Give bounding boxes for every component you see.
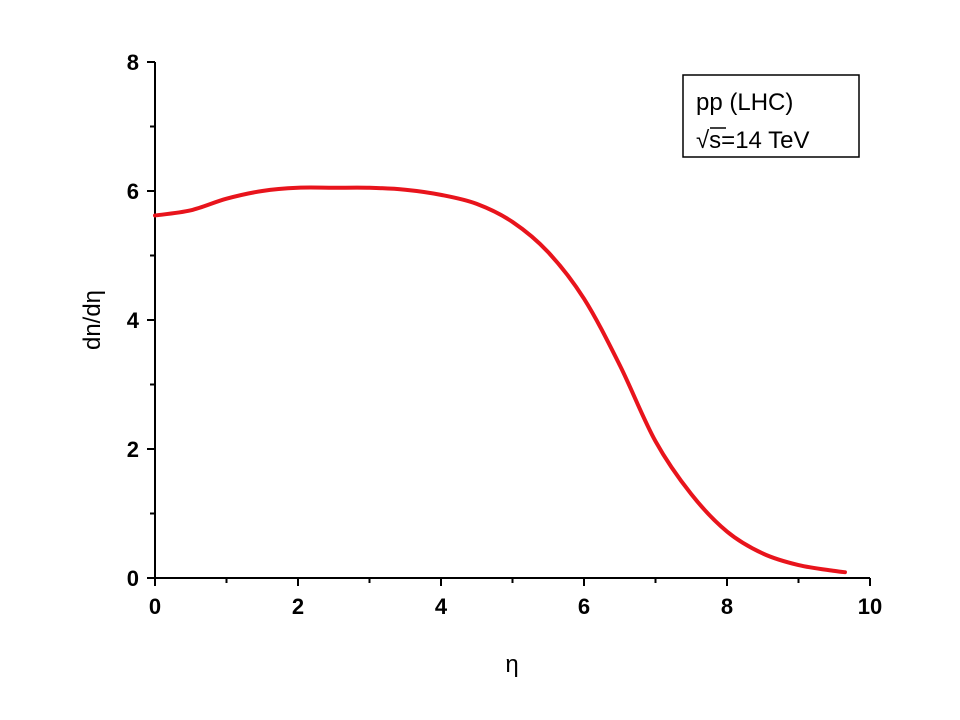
ticks bbox=[147, 61, 871, 586]
legend-radical-rest: s=14 TeV bbox=[709, 127, 809, 154]
x-tick-label: 2 bbox=[292, 594, 304, 619]
series-layer bbox=[153, 185, 847, 575]
y-axis-title: dn/dη bbox=[79, 290, 106, 350]
x-tick-label: 8 bbox=[721, 594, 733, 619]
legend-line-1: pp (LHC) bbox=[696, 89, 793, 116]
x-tick-label: 10 bbox=[858, 594, 882, 619]
y-tick-label: 6 bbox=[127, 179, 139, 204]
series-line bbox=[153, 185, 847, 575]
x-tick-label: 4 bbox=[435, 594, 448, 619]
x-tick-label: 0 bbox=[149, 594, 161, 619]
y-tick-label: 0 bbox=[127, 566, 139, 591]
legend-frame bbox=[682, 74, 860, 158]
x-axis-title: η bbox=[505, 651, 518, 678]
legend-box: pp (LHC) √s=14 TeV bbox=[682, 74, 860, 158]
y-tick-label: 2 bbox=[127, 437, 139, 462]
x-tick-label: 6 bbox=[578, 594, 590, 619]
legend-line-2: √s=14 TeV bbox=[696, 127, 809, 154]
tick-labels: 0 2 4 6 8 10 0 2 4 6 8 bbox=[127, 50, 882, 619]
y-tick-label: 4 bbox=[127, 308, 140, 333]
y-tick-label: 8 bbox=[127, 50, 139, 75]
legend-radical: √ bbox=[696, 127, 710, 154]
